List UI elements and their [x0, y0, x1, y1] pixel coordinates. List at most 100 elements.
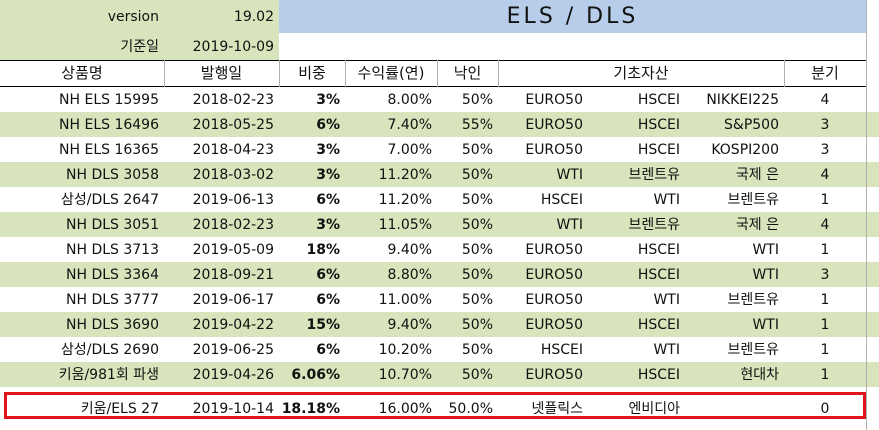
- cell-name[interactable]: 키움/ELS 27: [80, 400, 159, 417]
- cell-quarter[interactable]: 3: [820, 141, 830, 158]
- base-date-value[interactable]: 2019-10-09: [164, 33, 279, 60]
- cell-issue-date[interactable]: 2018-04-23: [192, 141, 274, 158]
- cell-quarter[interactable]: 0: [820, 400, 830, 417]
- cell-underlying-3[interactable]: NIKKEI225: [706, 91, 779, 108]
- cell-name[interactable]: NH ELS 16496: [59, 116, 159, 133]
- cell-underlying-2[interactable]: HSCEI: [637, 266, 680, 283]
- cell-return-rate[interactable]: 11.20%: [378, 166, 432, 183]
- cell-weight[interactable]: 6%: [316, 341, 340, 358]
- cell-underlying-2[interactable]: HSCEI: [637, 241, 680, 258]
- cell-quarter[interactable]: 1: [820, 241, 830, 258]
- cell-underlying-2[interactable]: 브렌트유: [628, 166, 680, 183]
- cell-return-rate[interactable]: 11.05%: [378, 216, 432, 233]
- cell-underlying-1[interactable]: WTI: [556, 216, 583, 233]
- cell-knock-in[interactable]: 50%: [461, 191, 493, 208]
- cell-issue-date[interactable]: 2018-09-21: [192, 266, 274, 283]
- cell-name[interactable]: NH DLS 3777: [66, 291, 159, 308]
- cell-quarter[interactable]: 1: [820, 191, 830, 208]
- cell-knock-in[interactable]: 50%: [461, 266, 493, 283]
- cell-underlying-3[interactable]: [685, 396, 784, 421]
- cell-name[interactable]: 키움/981회 파생: [58, 366, 159, 383]
- cell-knock-in[interactable]: 50%: [461, 241, 493, 258]
- cell-knock-in[interactable]: 50.0%: [448, 400, 493, 417]
- cell-underlying-1[interactable]: HSCEI: [540, 191, 583, 208]
- sheet-title[interactable]: ELS / DLS: [279, 0, 866, 33]
- cell-return-rate[interactable]: 8.00%: [387, 91, 432, 108]
- cell-quarter[interactable]: 4: [820, 91, 830, 108]
- cell-underlying-2[interactable]: HSCEI: [637, 316, 680, 333]
- cell-issue-date[interactable]: 2018-02-23: [192, 91, 274, 108]
- cell-knock-in[interactable]: 50%: [461, 91, 493, 108]
- cell-underlying-1[interactable]: EURO50: [525, 316, 583, 333]
- cell-name[interactable]: 삼성/DLS 2690: [60, 341, 159, 358]
- cell-knock-in[interactable]: 50%: [461, 216, 493, 233]
- cell-underlying-2[interactable]: 브렌트유: [628, 216, 680, 233]
- cell-issue-date[interactable]: 2018-02-23: [192, 216, 274, 233]
- cell-underlying-3[interactable]: WTI: [752, 241, 779, 258]
- cell-issue-date[interactable]: 2019-04-22: [192, 316, 274, 333]
- cell-return-rate[interactable]: 9.40%: [387, 316, 432, 333]
- cell-knock-in[interactable]: 50%: [461, 316, 493, 333]
- cell-name[interactable]: NH ELS 16365: [59, 141, 159, 158]
- empty-cell[interactable]: [279, 33, 866, 60]
- cell-weight[interactable]: 3%: [316, 166, 340, 183]
- cell-underlying-2[interactable]: HSCEI: [637, 141, 680, 158]
- cell-weight[interactable]: 15%: [306, 316, 340, 333]
- cell-underlying-1[interactable]: EURO50: [525, 116, 583, 133]
- cell-underlying-3[interactable]: WTI: [752, 266, 779, 283]
- cell-name[interactable]: NH DLS 3051: [66, 216, 159, 233]
- header-underlying[interactable]: 기초자산: [498, 60, 784, 87]
- cell-return-rate[interactable]: 7.00%: [387, 141, 432, 158]
- cell-underlying-2[interactable]: WTI: [653, 291, 680, 308]
- cell-underlying-2[interactable]: WTI: [653, 191, 680, 208]
- cell-issue-date[interactable]: 2019-05-09: [192, 241, 274, 258]
- cell-knock-in[interactable]: 50%: [461, 291, 493, 308]
- cell-return-rate[interactable]: 7.40%: [387, 116, 432, 133]
- cell-underlying-1[interactable]: EURO50: [525, 241, 583, 258]
- cell-underlying-2[interactable]: HSCEI: [637, 366, 680, 383]
- cell-underlying-1[interactable]: EURO50: [525, 366, 583, 383]
- cell-issue-date[interactable]: 2019-10-14: [192, 400, 274, 417]
- cell-quarter[interactable]: 1: [820, 291, 830, 308]
- cell-underlying-1[interactable]: EURO50: [525, 291, 583, 308]
- cell-underlying-2[interactable]: HSCEI: [637, 116, 680, 133]
- cell-underlying-3[interactable]: S&P500: [724, 116, 779, 133]
- header-issue-date[interactable]: 발행일: [164, 60, 279, 87]
- cell-issue-date[interactable]: 2018-03-02: [192, 166, 274, 183]
- cell-weight[interactable]: 3%: [316, 141, 340, 158]
- cell-name[interactable]: NH DLS 3058: [66, 166, 159, 183]
- cell-underlying-3[interactable]: 브렌트유: [727, 191, 779, 208]
- cell-knock-in[interactable]: 50%: [461, 341, 493, 358]
- cell-name[interactable]: NH DLS 3364: [66, 266, 159, 283]
- cell-underlying-2[interactable]: WTI: [653, 341, 680, 358]
- cell-underlying-1[interactable]: 넷플릭스: [531, 400, 583, 417]
- cell-return-rate[interactable]: 10.70%: [378, 366, 432, 383]
- cell-weight[interactable]: 6%: [316, 116, 340, 133]
- cell-underlying-1[interactable]: EURO50: [525, 91, 583, 108]
- cell-knock-in[interactable]: 55%: [461, 116, 493, 133]
- header-name[interactable]: 상품명: [0, 60, 164, 87]
- cell-return-rate[interactable]: 8.80%: [387, 266, 432, 283]
- cell-underlying-1[interactable]: WTI: [556, 166, 583, 183]
- cell-knock-in[interactable]: 50%: [461, 166, 493, 183]
- cell-quarter[interactable]: 1: [820, 366, 830, 383]
- cell-name[interactable]: NH ELS 15995: [59, 91, 159, 108]
- cell-knock-in[interactable]: 50%: [461, 366, 493, 383]
- cell-underlying-1[interactable]: EURO50: [525, 141, 583, 158]
- base-date-label[interactable]: 기준일: [0, 33, 164, 60]
- cell-underlying-3[interactable]: 국제 은: [735, 166, 779, 183]
- cell-underlying-3[interactable]: 국제 은: [735, 216, 779, 233]
- cell-weight[interactable]: 6.06%: [291, 366, 340, 383]
- cell-return-rate[interactable]: 16.00%: [378, 400, 432, 417]
- cell-issue-date[interactable]: 2018-05-25: [192, 116, 274, 133]
- cell-underlying-1[interactable]: HSCEI: [540, 341, 583, 358]
- cell-weight[interactable]: 3%: [316, 216, 340, 233]
- header-quarter[interactable]: 분기: [784, 60, 866, 87]
- cell-return-rate[interactable]: 11.00%: [378, 291, 432, 308]
- cell-quarter[interactable]: 3: [820, 266, 830, 283]
- cell-knock-in[interactable]: 50%: [461, 141, 493, 158]
- cell-return-rate[interactable]: 9.40%: [387, 241, 432, 258]
- cell-underlying-2[interactable]: HSCEI: [637, 91, 680, 108]
- cell-underlying-3[interactable]: 브렌트유: [727, 291, 779, 308]
- cell-issue-date[interactable]: 2019-06-25: [192, 341, 274, 358]
